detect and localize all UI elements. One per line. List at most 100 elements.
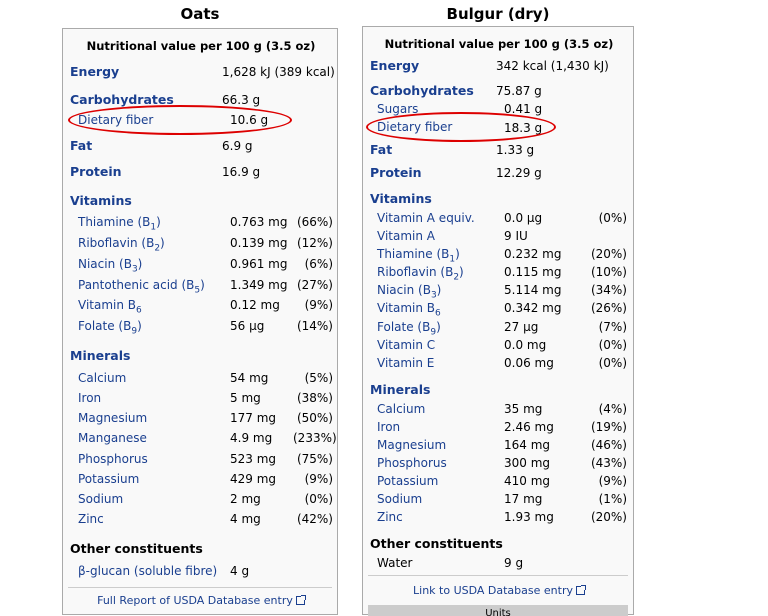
- oats-vitamin-value: 0.139 mg: [230, 236, 288, 250]
- oats-mineral-pct: (75%): [296, 452, 333, 466]
- bulgur-mineral-name[interactable]: Magnesium: [377, 438, 447, 452]
- oats-mineral-name[interactable]: Calcium: [78, 371, 127, 385]
- bulgur-protein-label[interactable]: Protein: [370, 165, 422, 180]
- oats-carbs-label[interactable]: Carbohydrates: [70, 92, 174, 107]
- oats-fiber-highlight: [68, 105, 292, 135]
- bulgur-vitamin-name[interactable]: Riboflavin (B2): [377, 265, 464, 283]
- oats-usda-link[interactable]: Full Report of USDA Database entry: [63, 594, 339, 607]
- bulgur-mineral-name[interactable]: Calcium: [377, 402, 426, 416]
- bulgur-mineral-name[interactable]: Iron: [377, 420, 401, 434]
- oats-carbs-value: 66.3 g: [222, 93, 261, 107]
- bulgur-title: Bulgur (dry): [446, 5, 550, 23]
- bulgur-vitamin-name[interactable]: Folate (B9): [377, 320, 441, 338]
- bulgur-vitamin-name[interactable]: Thiamine (B1): [377, 247, 460, 265]
- bulgur-vitamin-pct: (26%): [590, 301, 627, 315]
- bulgur-vitamin-name[interactable]: Vitamin A: [377, 229, 435, 243]
- bulgur-mineral-name[interactable]: Sodium: [377, 492, 423, 506]
- oats-vitamin-name[interactable]: Vitamin B6: [78, 298, 142, 316]
- oats-mineral-pct: (38%): [296, 391, 333, 405]
- oats-protein-label[interactable]: Protein: [70, 164, 122, 179]
- bulgur-protein-value: 12.29 g: [496, 166, 542, 180]
- external-link-icon: [295, 595, 306, 605]
- oats-mineral-pct: (9%): [304, 472, 333, 486]
- oats-mineral-value: 429 mg: [230, 472, 277, 486]
- bulgur-mineral-pct: (20%): [590, 510, 627, 524]
- bulgur-energy-value: 342 kcal (1,430 kJ): [496, 59, 609, 73]
- bulgur-vitamin-value: 0.0 mg: [504, 338, 547, 352]
- bulgur-mineral-name[interactable]: Zinc: [377, 510, 403, 524]
- bulgur-vitamin-value: 0.115 mg: [504, 265, 562, 279]
- oats-mineral-name[interactable]: Manganese: [78, 431, 147, 445]
- oats-mineral-value: 4 mg: [230, 512, 261, 526]
- bulgur-energy-label[interactable]: Energy: [370, 58, 420, 73]
- oats-vitamin-pct: (12%): [296, 236, 333, 250]
- bulgur-mineral-pct: (19%): [590, 420, 627, 434]
- bulgur-mineral-name[interactable]: Phosphorus: [377, 456, 447, 470]
- bulgur-vitamin-name[interactable]: Vitamin B6: [377, 301, 441, 319]
- bulgur-fat-label[interactable]: Fat: [370, 142, 393, 157]
- oats-mineral-value: 54 mg: [230, 371, 269, 385]
- bulgur-other-name: Water: [377, 556, 413, 570]
- oats-vitamin-name[interactable]: Niacin (B3): [78, 257, 143, 275]
- bulgur-vitamin-value: 5.114 mg: [504, 283, 562, 297]
- oats-vitamin-name[interactable]: Thiamine (B1): [78, 215, 161, 233]
- oats-mineral-name[interactable]: Iron: [78, 391, 102, 405]
- bulgur-vitamin-pct: (34%): [590, 283, 627, 297]
- bulgur-vitamins-label[interactable]: Vitamins: [370, 191, 432, 206]
- bulgur-vitamin-name[interactable]: Vitamin E: [377, 356, 435, 370]
- divider: [368, 575, 628, 576]
- oats-minerals-label[interactable]: Minerals: [70, 348, 131, 363]
- oats-mineral-value: 5 mg: [230, 391, 261, 405]
- bulgur-vitamin-name[interactable]: Vitamin C: [377, 338, 436, 352]
- bulgur-vitamin-name[interactable]: Niacin (B3): [377, 283, 442, 301]
- bulgur-vitamin-value: 0.0 μg: [504, 211, 543, 225]
- oats-other-name[interactable]: β-glucan (soluble fibre): [78, 564, 218, 578]
- bulgur-mineral-pct: (1%): [598, 492, 627, 506]
- bulgur-mineral-pct: (9%): [598, 474, 627, 488]
- oats-vitamins-label[interactable]: Vitamins: [70, 193, 132, 208]
- bulgur-vitamin-value: 9 IU: [504, 229, 528, 243]
- bulgur-minerals-label[interactable]: Minerals: [370, 382, 431, 397]
- oats-vitamin-pct: (6%): [304, 257, 333, 271]
- oats-mineral-value: 2 mg: [230, 492, 261, 506]
- bulgur-mineral-name[interactable]: Potassium: [377, 474, 439, 488]
- oats-mineral-pct: (5%): [304, 371, 333, 385]
- oats-vitamin-name[interactable]: Riboflavin (B2): [78, 236, 165, 254]
- bulgur-other-value: 9 g: [504, 556, 524, 570]
- oats-mineral-name[interactable]: Zinc: [78, 512, 104, 526]
- oats-title: Oats: [180, 5, 220, 23]
- bulgur-sugars-label[interactable]: Sugars: [377, 102, 419, 116]
- oats-usda-link-text[interactable]: Full Report of USDA Database entry: [97, 594, 293, 607]
- oats-other-label: Other constituents: [70, 541, 203, 556]
- oats-vitamin-value: 1.349 mg: [230, 278, 288, 292]
- bulgur-usda-link[interactable]: Link to USDA Database entry: [363, 584, 635, 597]
- bulgur-carbs-label[interactable]: Carbohydrates: [370, 83, 474, 98]
- oats-vitamin-pct: (66%): [296, 215, 333, 229]
- oats-other-value: 4 g: [230, 564, 250, 578]
- oats-protein-value: 16.9 g: [222, 165, 261, 179]
- bulgur-mineral-value: 2.46 mg: [504, 420, 554, 434]
- bulgur-vitamin-pct: (0%): [598, 356, 627, 370]
- bulgur-usda-link-text[interactable]: Link to USDA Database entry: [413, 584, 573, 597]
- oats-vitamin-pct: (14%): [296, 319, 333, 333]
- bulgur-vitamin-value: 0.232 mg: [504, 247, 562, 261]
- oats-mineral-value: 177 mg: [230, 411, 277, 425]
- oats-vitamin-name[interactable]: Pantothenic acid (B5): [78, 278, 205, 296]
- oats-vitamin-pct: (9%): [304, 298, 333, 312]
- bulgur-header: Nutritional value per 100 g (3.5 oz): [384, 37, 614, 51]
- oats-fat-label[interactable]: Fat: [70, 138, 93, 153]
- oats-mineral-name[interactable]: Phosphorus: [78, 452, 148, 466]
- oats-mineral-name[interactable]: Sodium: [78, 492, 124, 506]
- oats-vitamin-value: 0.961 mg: [230, 257, 288, 271]
- bulgur-fiber-highlight: [366, 112, 556, 142]
- bulgur-vitamin-name[interactable]: Vitamin A equiv.: [377, 211, 475, 225]
- bulgur-vitamin-value: 27 μg: [504, 320, 539, 334]
- bulgur-sugars-value: 0.41 g: [504, 102, 543, 116]
- divider: [68, 587, 332, 588]
- units-label: Units: [485, 608, 511, 616]
- oats-mineral-pct: (233%): [293, 431, 337, 445]
- oats-mineral-name[interactable]: Magnesium: [78, 411, 148, 425]
- oats-mineral-name[interactable]: Potassium: [78, 472, 140, 486]
- oats-vitamin-name[interactable]: Folate (B9): [78, 319, 142, 337]
- oats-energy-label[interactable]: Energy: [70, 64, 120, 79]
